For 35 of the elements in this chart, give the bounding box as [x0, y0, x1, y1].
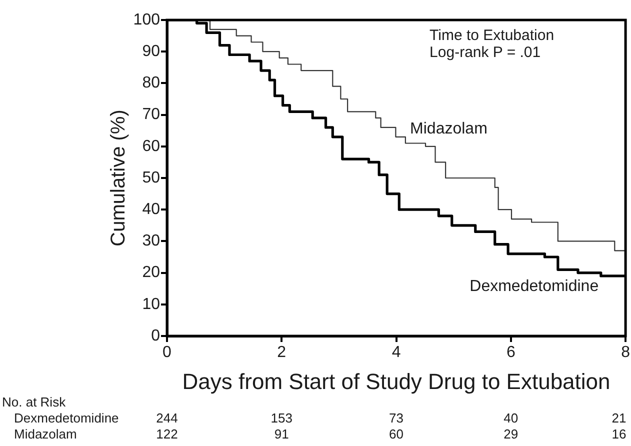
text: No. at Risk [2, 394, 66, 410]
text: 122 [156, 426, 178, 442]
y-tick-label: 80 [142, 74, 160, 92]
x-tick-label: 2 [277, 344, 286, 362]
y-axis-title: Cumulative (%) [108, 110, 130, 246]
text: 153 [270, 410, 292, 426]
x-tick-label: 8 [621, 344, 630, 362]
y-tick-label: 70 [142, 106, 160, 124]
x-tick-label: 4 [392, 344, 401, 362]
text: Midazolam [14, 426, 77, 442]
text: 29 [504, 426, 518, 442]
annotation: Log-rank P = .01 [430, 44, 541, 62]
y-tick-label: 90 [142, 43, 160, 60]
y-tick-label: 10 [142, 296, 160, 313]
series-label: Midazolam [410, 120, 488, 138]
x-tick-label: 6 [506, 344, 516, 362]
text: 16 [612, 426, 626, 442]
x-tick-label: 0 [162, 344, 172, 362]
y-tick-label: 100 [133, 11, 160, 28]
y-tick-label: 30 [142, 232, 160, 250]
text: 73 [389, 410, 404, 426]
text: Dexmedetomidine [14, 410, 119, 426]
text: 40 [504, 410, 518, 426]
y-tick-label: 40 [142, 201, 160, 218]
y-tick-label: 60 [142, 138, 160, 155]
y-tick-label: 20 [142, 264, 160, 282]
annotation: Time to Extubation [430, 27, 554, 44]
series-label: Dexmedetomidine [470, 278, 599, 296]
text: 60 [389, 426, 404, 442]
text: 21 [612, 410, 626, 426]
y-tick-label: 0 [151, 327, 160, 344]
text: 244 [156, 410, 178, 426]
x-axis-title: Days from Start of Study Drug to Extubation [182, 368, 610, 394]
y-tick-label: 50 [142, 169, 160, 186]
text: 91 [274, 426, 289, 442]
